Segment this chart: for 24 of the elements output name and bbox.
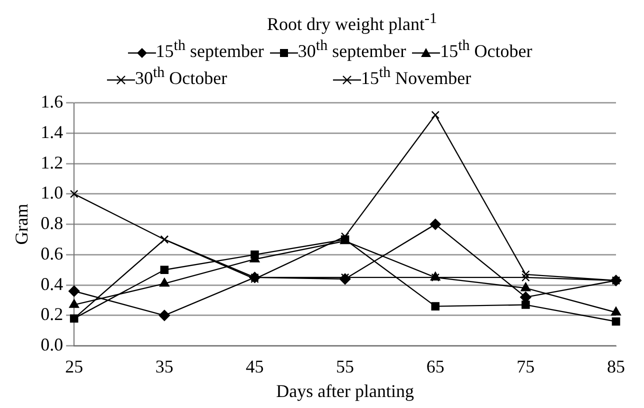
y-tick-label: 0.0 <box>40 334 64 355</box>
y-axis-title: Gram <box>12 204 32 245</box>
legend-label: 15$^{th}$ November <box>361 65 472 88</box>
x-tick-label: 65 <box>426 356 444 376</box>
x-tick-label: 25 <box>65 356 84 376</box>
y-tick-label: 0.8 <box>40 213 64 234</box>
x-tick-label: 75 <box>516 356 535 376</box>
y-tick-label: 1.6 <box>40 92 64 112</box>
y-tick-label: 0.2 <box>40 304 64 324</box>
y-tick-label: 1.0 <box>40 182 64 203</box>
legend-label: 30$^{th}$ september <box>298 38 406 61</box>
x-axis-title: Days after planting <box>276 380 414 401</box>
legend-label: 30$^{th}$ October <box>135 65 228 88</box>
legend-label: 15$^{th}$ september <box>156 38 264 61</box>
chart-title: Root dry weight plant$^{-1}$ <box>266 10 438 35</box>
x-tick-label: 45 <box>246 356 264 376</box>
y-tick-label: 0.4 <box>40 274 64 294</box>
x-tick-label: 55 <box>336 356 354 376</box>
y-tick-label: 1.4 <box>40 122 64 142</box>
legend-label: 15$^{th}$ October <box>440 38 532 61</box>
x-tick-label: 35 <box>155 356 174 376</box>
y-tick-label: 1.2 <box>40 152 64 172</box>
x-tick-label: 85 <box>607 356 625 376</box>
y-tick-label: 0.6 <box>40 243 64 264</box>
